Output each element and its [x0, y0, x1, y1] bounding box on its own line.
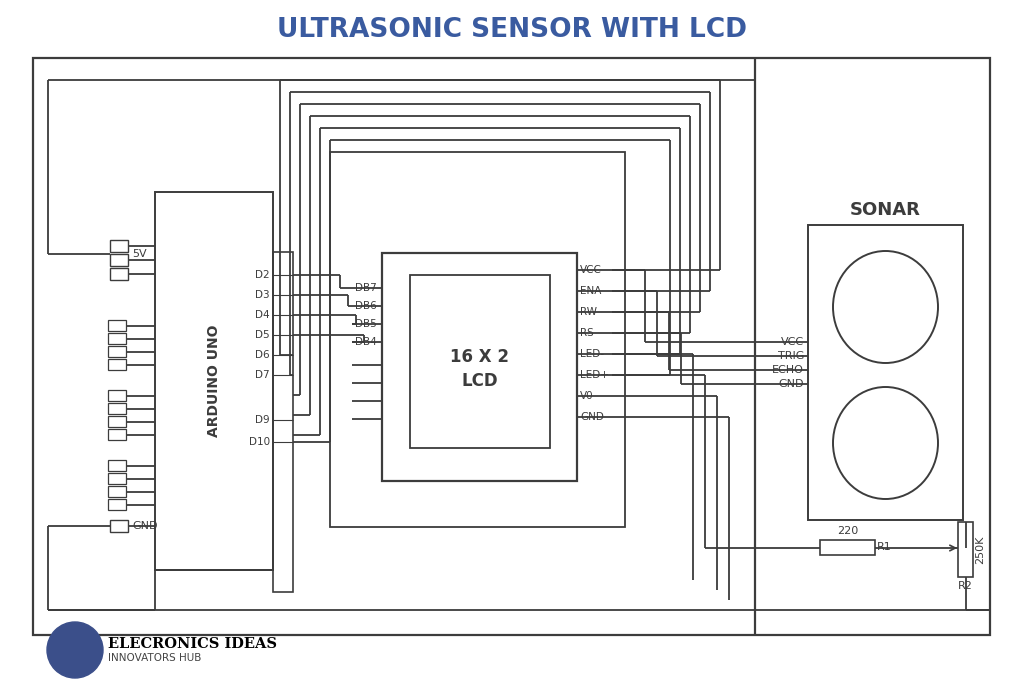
Text: DB7: DB7 — [355, 283, 377, 293]
Bar — [958, 522, 973, 577]
Bar — [110, 254, 128, 266]
Text: D10: D10 — [249, 437, 270, 447]
Bar — [108, 320, 126, 331]
Text: D7: D7 — [255, 370, 270, 380]
Bar — [108, 416, 126, 427]
Text: D2: D2 — [255, 270, 270, 280]
Bar — [108, 359, 126, 370]
Bar — [108, 390, 126, 401]
Bar — [273, 252, 293, 592]
Bar — [108, 486, 126, 497]
Text: 250K: 250K — [975, 535, 985, 564]
Text: LED+: LED+ — [580, 370, 609, 380]
Text: GND: GND — [580, 412, 604, 422]
Text: TRIG: TRIG — [777, 351, 804, 361]
Text: D9: D9 — [255, 415, 270, 425]
Text: 220: 220 — [837, 526, 858, 536]
Text: ECHO: ECHO — [772, 365, 804, 375]
Bar — [108, 333, 126, 344]
Text: SONAR: SONAR — [850, 201, 921, 219]
Bar — [110, 268, 128, 280]
Bar — [330, 152, 625, 527]
Text: GND: GND — [778, 379, 804, 389]
Text: R1: R1 — [877, 542, 892, 553]
Text: V0: V0 — [580, 391, 594, 401]
Text: ENA: ENA — [580, 286, 601, 296]
Circle shape — [47, 622, 103, 678]
Bar — [820, 540, 874, 555]
Bar — [110, 520, 128, 532]
Bar — [108, 346, 126, 357]
Text: DB4: DB4 — [355, 337, 377, 347]
Text: D3: D3 — [255, 290, 270, 300]
Text: R2: R2 — [958, 581, 973, 591]
Text: LED-: LED- — [580, 349, 604, 359]
Text: DB5: DB5 — [355, 319, 377, 329]
Text: LCD: LCD — [461, 372, 498, 390]
Bar — [382, 253, 577, 481]
Text: GND: GND — [132, 521, 158, 531]
Bar — [108, 473, 126, 484]
Text: 16 X 2: 16 X 2 — [450, 348, 509, 366]
Text: ARDUINO UNO: ARDUINO UNO — [207, 325, 221, 437]
Bar — [108, 403, 126, 414]
Text: VCC: VCC — [781, 337, 804, 347]
Bar — [110, 240, 128, 252]
Text: D4: D4 — [255, 310, 270, 320]
Text: D6: D6 — [255, 350, 270, 360]
Text: INNOVATORS HUB: INNOVATORS HUB — [108, 653, 202, 663]
Text: D5: D5 — [255, 330, 270, 340]
Text: 5V: 5V — [132, 249, 146, 259]
Text: VCC: VCC — [580, 265, 602, 275]
Bar — [108, 429, 126, 440]
Text: RW: RW — [580, 307, 597, 317]
Text: RS: RS — [580, 328, 594, 338]
Bar — [808, 225, 963, 520]
Bar — [108, 499, 126, 510]
Text: ULTRASONIC SENSOR WITH LCD: ULTRASONIC SENSOR WITH LCD — [278, 17, 746, 43]
Text: ELECRONICS IDEAS: ELECRONICS IDEAS — [108, 637, 278, 651]
Bar — [33, 58, 990, 635]
Text: DB6: DB6 — [355, 301, 377, 311]
Bar — [410, 275, 550, 448]
Bar — [108, 460, 126, 471]
Bar — [155, 192, 273, 570]
